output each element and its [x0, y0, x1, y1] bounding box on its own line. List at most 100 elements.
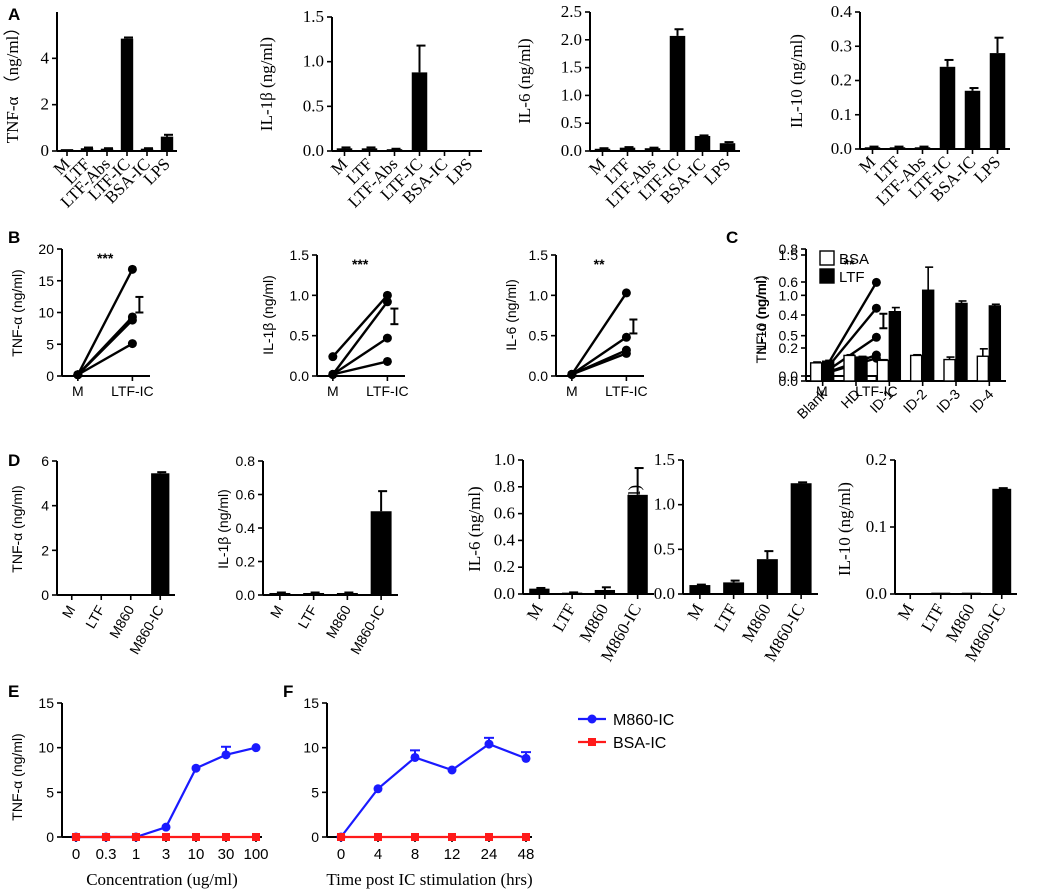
data-point — [382, 356, 392, 366]
bar — [92, 594, 111, 596]
x-tick-label: LTF-IC — [366, 383, 409, 399]
data-point — [484, 739, 494, 749]
data-point — [192, 833, 200, 841]
series-line-m860-ic — [340, 742, 527, 838]
x-tick-label: 4 — [374, 846, 382, 863]
bar — [60, 149, 74, 151]
chart-B: 0 5 10 15 20 TNF-α (ng/ml) M LTF-IC *** — [9, 241, 154, 399]
bar — [62, 594, 81, 595]
y-tick-label: 1.0 — [779, 287, 799, 303]
x-tick-label: 0 — [337, 846, 345, 863]
data-point — [328, 352, 338, 362]
x-tick-label: 30 — [218, 846, 235, 863]
bar — [370, 511, 392, 595]
bar — [964, 90, 981, 149]
data-point — [382, 297, 392, 307]
y-tick-label: 0.8 — [779, 241, 799, 257]
chart-A2: 0.00.51.01.5IL-1β (ng/ml)MLTFLTF-AbsLTF-… — [257, 7, 482, 211]
bar — [436, 150, 453, 151]
y-tick-label: 0.0 — [779, 368, 799, 384]
y-tick-label: 0.0 — [236, 587, 256, 603]
bar — [619, 147, 636, 151]
x-tick-label: M — [816, 383, 828, 399]
y-tick-label: 2.5 — [561, 2, 582, 21]
legend-label: M860-IC — [613, 712, 674, 729]
significance-label: *** — [352, 256, 369, 272]
data-point — [221, 750, 231, 760]
paired-line — [571, 352, 627, 376]
data-point — [191, 763, 201, 773]
y-tick-label: 0.0 — [779, 373, 799, 389]
bar — [100, 148, 114, 151]
bar — [939, 66, 956, 149]
data-point — [621, 288, 631, 298]
chart-B2: 0.0 0.5 1.0 1.5 IL-1β (ng/ml) M LTF-IC *** — [260, 247, 409, 399]
data-point — [621, 348, 631, 358]
data-point — [161, 822, 171, 832]
y-tick-label: 0.8 — [494, 477, 515, 496]
x-tick-label: 1 — [132, 846, 140, 863]
y-tick-label: 4 — [41, 498, 49, 514]
paired-line — [76, 319, 134, 376]
significance-label: ** — [844, 256, 855, 272]
y-tick-label: 1.5 — [529, 247, 549, 263]
paired-line — [331, 294, 389, 358]
y-axis-label: IL-10 (ng/ml) — [835, 482, 854, 576]
legend-label: BSA-IC — [613, 735, 666, 752]
y-tick-label: 1.0 — [529, 287, 549, 303]
data-point — [871, 303, 881, 313]
bar — [151, 473, 170, 595]
bar — [864, 147, 881, 149]
bar — [461, 150, 478, 151]
y-tick-label: 0.5 — [303, 96, 324, 115]
y-axis-label: IL-1β (ng/ml) — [215, 489, 231, 569]
bar — [594, 148, 611, 151]
y-tick-label: 1.5 — [290, 247, 310, 263]
y-axis-label: IL-6 (ng/ml) — [465, 486, 484, 571]
bar-ltf — [988, 305, 1002, 382]
y-tick-label: 0.4 — [494, 530, 516, 549]
chart-A3: 0.00.51.01.52.02.5IL-6 (ng/ml)MLTFLTF-Ab… — [515, 2, 740, 211]
data-point — [567, 369, 577, 379]
bar — [931, 592, 951, 594]
data-point — [251, 743, 261, 753]
bar — [80, 148, 94, 151]
y-tick-label: 1.0 — [494, 450, 515, 469]
bar-bsa — [943, 358, 956, 382]
y-axis-label: IL23 (ng/ml) — [625, 485, 644, 573]
data-point — [410, 752, 420, 762]
y-tick-label: 0.5 — [529, 328, 549, 344]
paired-line — [331, 301, 389, 376]
y-tick-label: 0.3 — [831, 36, 852, 55]
paired-line — [332, 360, 388, 376]
y-tick-label: 0.8 — [236, 453, 256, 469]
bar — [723, 582, 745, 594]
significance-label: ** — [594, 256, 605, 272]
y-tick-label: 0 — [41, 141, 50, 160]
y-tick-label: 0.2 — [866, 450, 887, 469]
bar — [303, 592, 325, 595]
data-point — [373, 784, 383, 794]
y-tick-label: 0.2 — [831, 71, 852, 90]
bar — [689, 585, 711, 594]
y-tick-label: 2 — [41, 542, 49, 558]
y-tick-label: 0 — [311, 829, 319, 845]
data-point — [485, 833, 493, 841]
chart-E: 0 5 10 15 TNF-α (ng/ml) 0 0.3 1 3 10 30 100 Concentr… — [9, 695, 269, 889]
data-point — [127, 315, 137, 325]
bar-ltf — [855, 356, 868, 382]
data-point — [871, 277, 881, 287]
y-axis-label: TNF-α (ng/ml) — [9, 485, 25, 572]
paired-line — [76, 268, 134, 376]
y-tick-label: 6 — [41, 453, 49, 469]
legend-label: BSA — [839, 251, 869, 268]
paired-line — [820, 281, 878, 375]
x-tick-label: 0 — [72, 846, 80, 863]
paired-line — [77, 342, 133, 376]
bar-ltf — [888, 311, 902, 382]
y-tick-label: 0.0 — [866, 584, 887, 603]
bar-ltf — [821, 360, 835, 382]
data-point — [374, 833, 382, 841]
